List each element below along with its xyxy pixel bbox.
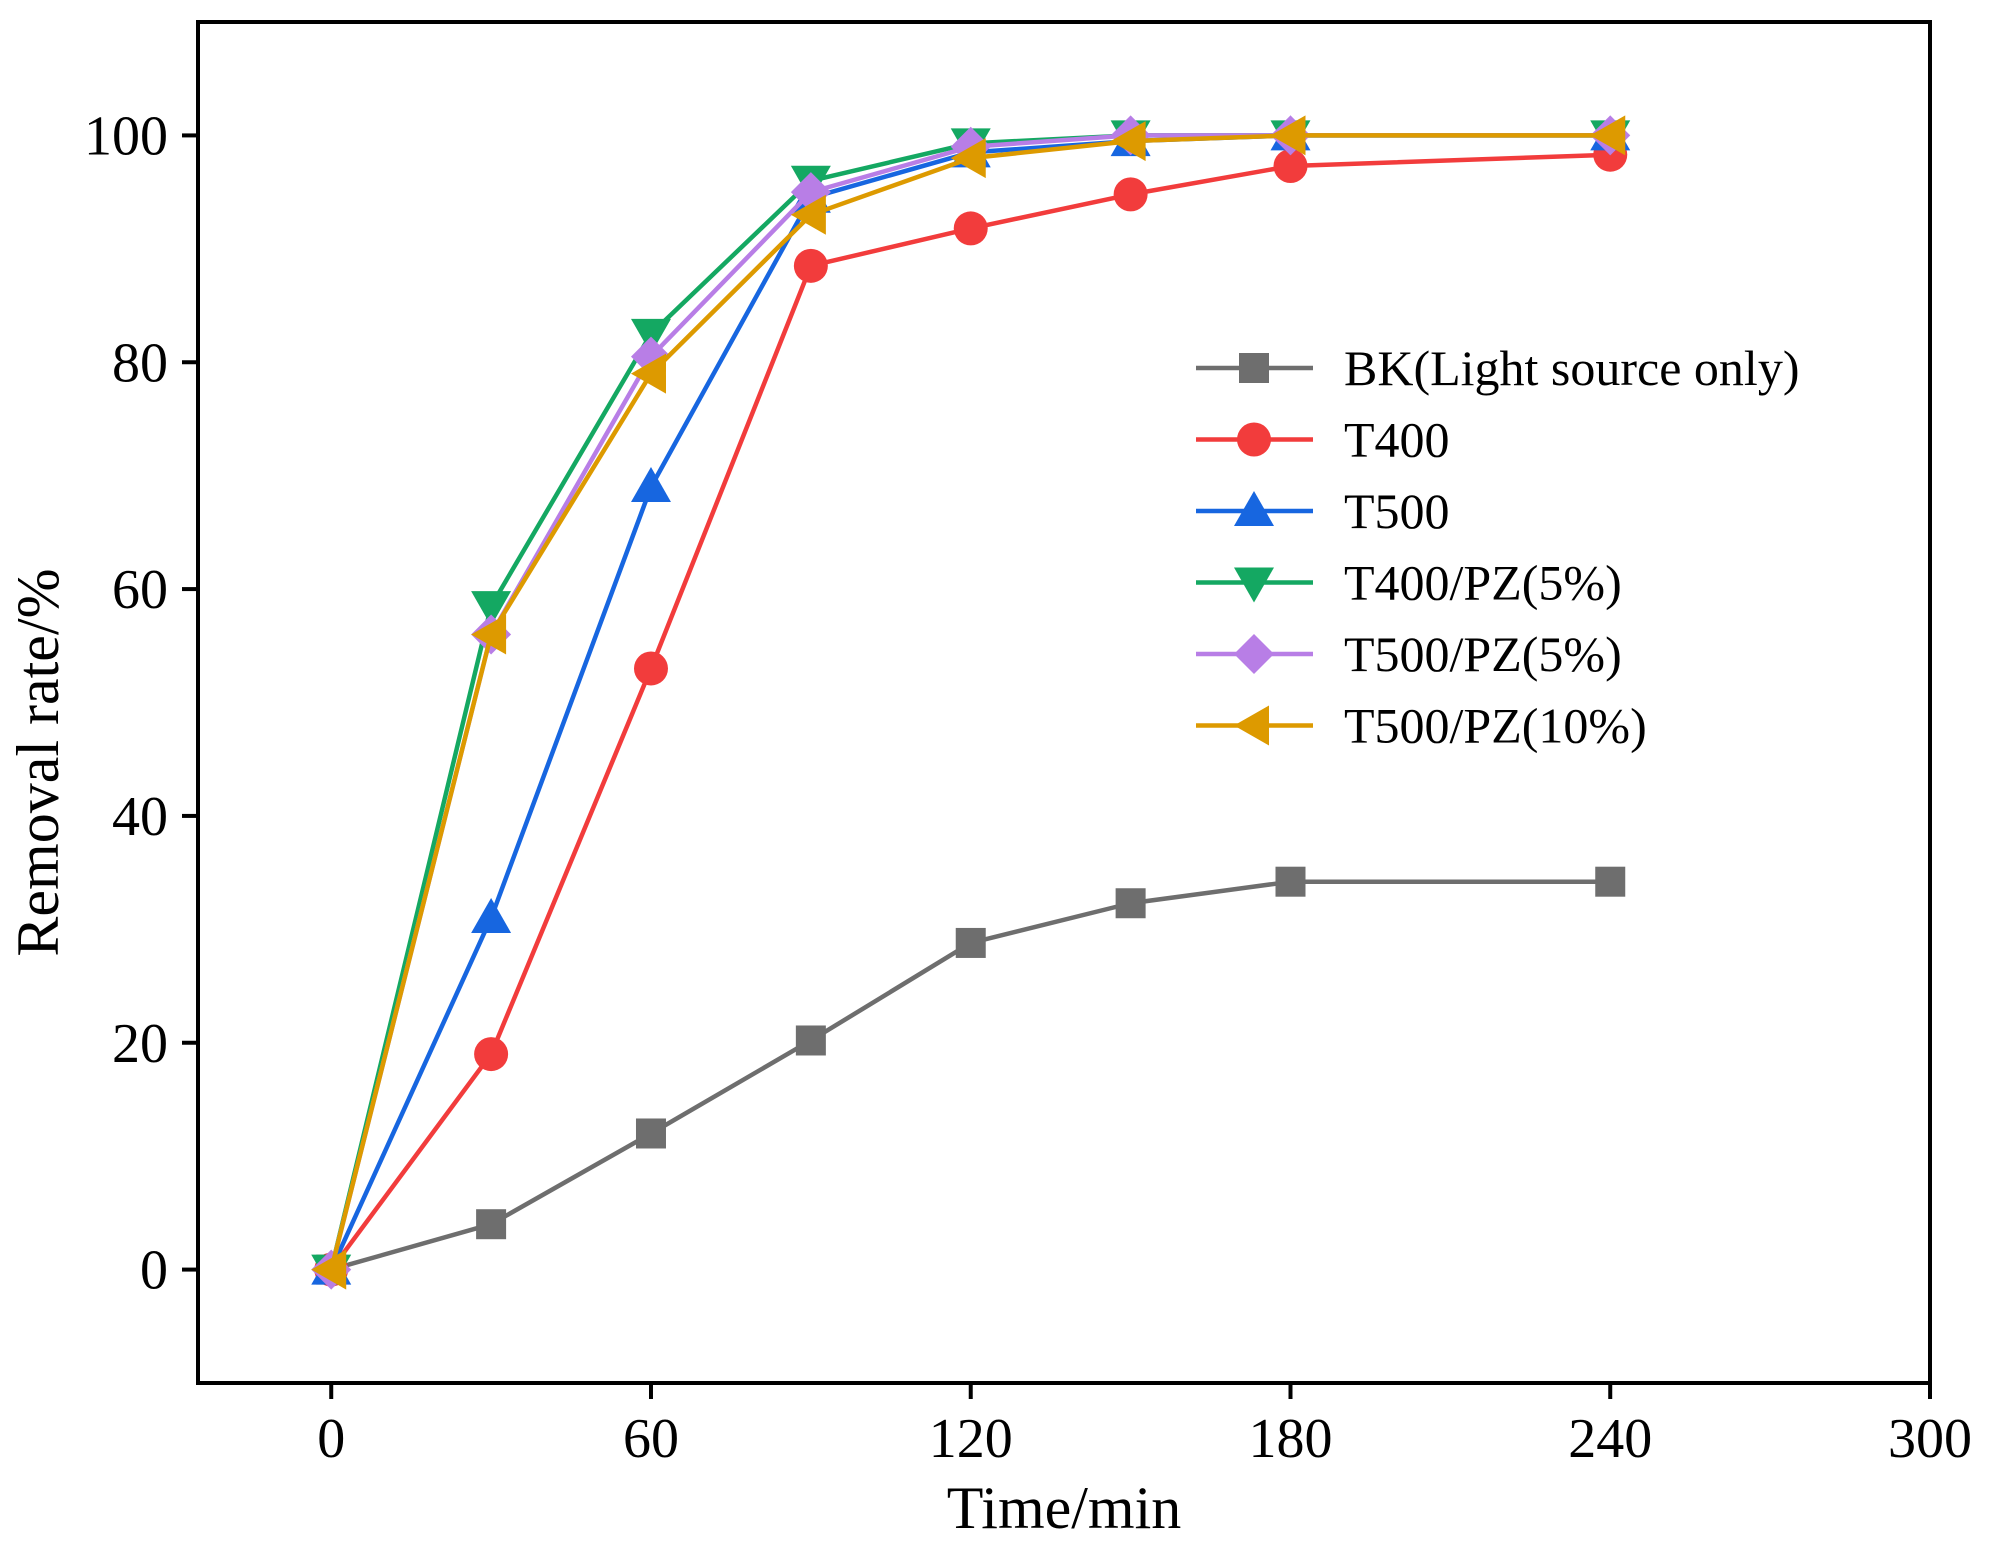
data-point	[630, 353, 666, 394]
data-point	[471, 591, 512, 627]
series-line	[329, 133, 1611, 1271]
data-point	[1270, 115, 1306, 156]
y-tick-label: 60	[112, 559, 168, 621]
y-axis-title: Removal rate/%	[5, 568, 71, 956]
data-point	[635, 1118, 666, 1149]
data-point	[471, 897, 512, 933]
series-0	[316, 866, 1626, 1285]
y-tick-label: 0	[140, 1240, 168, 1302]
data-point	[1273, 149, 1308, 184]
data-point	[311, 1249, 347, 1290]
series-line	[330, 879, 1611, 1272]
y-tick-label: 80	[112, 332, 168, 394]
data-point	[1110, 121, 1146, 162]
data-point	[1590, 115, 1626, 156]
series-layer	[311, 115, 1631, 1290]
data-point	[474, 1037, 509, 1072]
legend-label: T500/PZ(10%)	[1344, 698, 1647, 754]
y-tick-label: 20	[112, 1013, 168, 1075]
legend-marker	[1237, 422, 1271, 457]
y-tick-label: 40	[112, 786, 168, 848]
legend-label: T500/PZ(5%)	[1344, 626, 1622, 682]
data-point	[790, 194, 826, 235]
data-point	[630, 318, 671, 354]
legend-entry: T400/PZ(5%)	[1196, 555, 1622, 611]
x-tick-label: 240	[1568, 1408, 1652, 1470]
legend-entry: T500/PZ(10%)	[1196, 698, 1647, 754]
legend-label: T500	[1344, 483, 1450, 539]
legend-marker	[1234, 491, 1274, 526]
series-5	[311, 115, 1626, 1290]
data-point	[950, 138, 986, 179]
axis-ticks: 0 60 120 180 240 300 0 20 40 60 80 100	[84, 105, 1972, 1470]
legend-marker	[1239, 353, 1269, 383]
legend-label: BK(Light source only)	[1344, 340, 1799, 396]
data-point	[793, 248, 828, 283]
x-axis-title: Time/min	[947, 1475, 1182, 1541]
legend-label: T400/PZ(5%)	[1344, 555, 1622, 611]
legend-entry: T400	[1196, 412, 1450, 468]
data-point	[633, 651, 668, 686]
data-point	[630, 467, 671, 503]
legend-entry: BK(Light source only)	[1196, 340, 1799, 396]
data-point	[953, 211, 988, 246]
data-point	[476, 1209, 507, 1240]
data-point	[1275, 866, 1306, 897]
data-point	[1115, 888, 1146, 919]
series-line	[329, 152, 1611, 1271]
legend-label: T400	[1344, 412, 1450, 468]
legend-marker	[1234, 705, 1269, 746]
data-point	[955, 927, 986, 958]
x-tick-label: 180	[1248, 1408, 1332, 1470]
data-point	[1595, 866, 1626, 897]
legend: BK(Light source only) T400 T500 T400/PZ(5%)…	[1196, 340, 1799, 754]
legend-entry: T500	[1196, 483, 1450, 539]
x-tick-label: 0	[317, 1408, 345, 1470]
plot-frame	[196, 20, 1932, 1385]
x-tick-label: 120	[929, 1408, 1013, 1470]
x-tick-label: 60	[623, 1408, 679, 1470]
data-point	[795, 1025, 826, 1056]
data-point	[1113, 177, 1148, 212]
x-tick-label: 300	[1888, 1408, 1972, 1470]
data-point	[471, 614, 507, 655]
legend-marker	[1234, 634, 1274, 674]
y-tick-label: 100	[84, 105, 168, 167]
legend-entry: T500/PZ(5%)	[1196, 626, 1622, 682]
legend-marker	[1234, 567, 1274, 603]
